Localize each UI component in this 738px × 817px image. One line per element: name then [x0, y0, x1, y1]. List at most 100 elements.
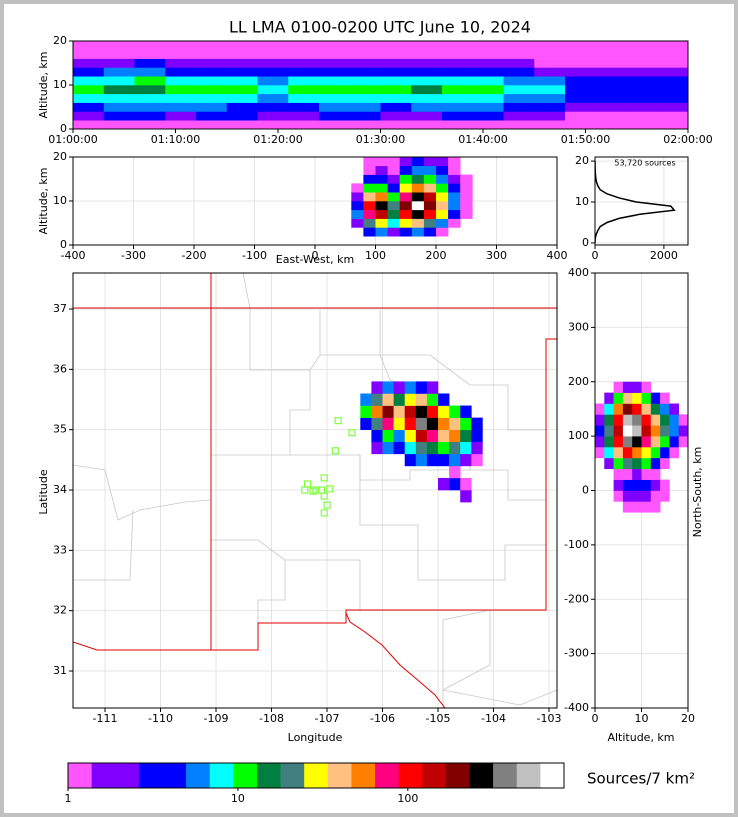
density-cell	[404, 381, 417, 394]
density-cell	[363, 165, 376, 175]
x-tick-label: -105	[426, 712, 451, 725]
density-cell	[460, 405, 472, 418]
density-cell	[660, 457, 670, 470]
density-cell	[449, 465, 461, 479]
colorbar-swatch	[115, 763, 140, 788]
density-cell	[613, 468, 624, 480]
density-cell	[669, 436, 679, 448]
density-cell	[604, 447, 614, 459]
station	[323, 501, 331, 509]
x-tick-label: 100	[365, 249, 386, 262]
density-cell	[380, 102, 412, 112]
density-cell	[415, 441, 428, 455]
density-cell	[363, 209, 376, 219]
density-cell	[375, 157, 388, 167]
density-cell	[622, 425, 633, 437]
density-cell	[641, 403, 652, 415]
density-cell	[503, 67, 535, 77]
density-cell	[375, 174, 388, 184]
density-cell	[460, 477, 472, 491]
density-cell	[165, 67, 197, 77]
station	[320, 474, 328, 482]
density-cell	[380, 67, 412, 77]
y-tick-label: 0	[582, 484, 589, 497]
density-cell	[613, 392, 624, 404]
density-cell	[622, 479, 633, 491]
density-cell	[360, 417, 372, 430]
density-cell	[387, 183, 400, 193]
density-cell	[226, 93, 258, 103]
density-cell	[423, 183, 437, 193]
density-cell	[442, 102, 474, 112]
station	[309, 487, 317, 495]
density-cell	[73, 93, 105, 103]
density-cell	[134, 76, 166, 86]
density-cell	[503, 49, 535, 59]
density-cell	[595, 58, 627, 68]
density-cell	[411, 76, 443, 86]
density-cell	[472, 67, 504, 77]
density-cell	[393, 381, 406, 394]
density-cell	[503, 111, 535, 121]
density-cell	[257, 93, 289, 103]
density-cell	[382, 405, 394, 418]
density-cell	[626, 67, 658, 77]
density-cell	[196, 76, 228, 86]
density-cell	[595, 403, 605, 415]
colorbar-swatch	[138, 763, 163, 788]
density-cell	[387, 201, 400, 211]
density-cell	[371, 417, 383, 430]
density-cell	[423, 209, 437, 219]
density-cell	[103, 49, 135, 59]
colorbar-tick-label: 1	[65, 792, 72, 805]
plot-background	[595, 157, 688, 245]
density-cell	[375, 192, 388, 202]
density-cell	[613, 490, 624, 502]
density-cell	[349, 67, 381, 77]
density-cell	[382, 417, 394, 430]
density-cell	[650, 403, 661, 415]
density-cell	[382, 441, 394, 455]
density-cell	[319, 41, 351, 51]
density-cell	[73, 41, 105, 51]
density-cell	[196, 111, 228, 121]
density-cell	[641, 501, 652, 513]
colorbar-swatch	[162, 763, 187, 788]
density-cell	[73, 102, 105, 112]
density-cell	[442, 41, 474, 51]
density-cell	[565, 93, 597, 103]
density-cell	[411, 58, 443, 68]
y-tick-label: 33	[53, 543, 67, 556]
density-cell	[404, 453, 417, 467]
density-cell	[426, 381, 439, 394]
y-tick-label: 36	[53, 362, 67, 375]
county-line	[441, 609, 557, 708]
density-cell	[632, 414, 642, 426]
density-cell	[415, 381, 428, 394]
density-cell	[103, 58, 135, 68]
density-cell	[595, 76, 627, 86]
density-cell	[622, 501, 633, 513]
density-cell	[165, 102, 197, 112]
county-line	[73, 464, 212, 521]
density-cell	[632, 392, 642, 404]
x-tick-label: 200	[426, 249, 447, 262]
density-cell	[442, 93, 474, 103]
density-cell	[436, 157, 449, 167]
density-cell	[319, 85, 351, 95]
density-cell	[641, 490, 652, 502]
density-cell	[442, 111, 474, 121]
density-cell	[657, 76, 688, 86]
y-tick-label: 32	[53, 604, 67, 617]
density-cell	[349, 111, 381, 121]
density-cell	[595, 120, 627, 129]
density-cell	[632, 425, 642, 437]
density-cell	[595, 49, 627, 59]
density-cell	[393, 441, 406, 455]
density-cell	[449, 417, 461, 430]
density-cell	[351, 192, 364, 202]
density-cell	[349, 93, 381, 103]
density-cell	[442, 49, 474, 59]
density-cell	[669, 425, 679, 437]
density-cell	[534, 76, 566, 86]
